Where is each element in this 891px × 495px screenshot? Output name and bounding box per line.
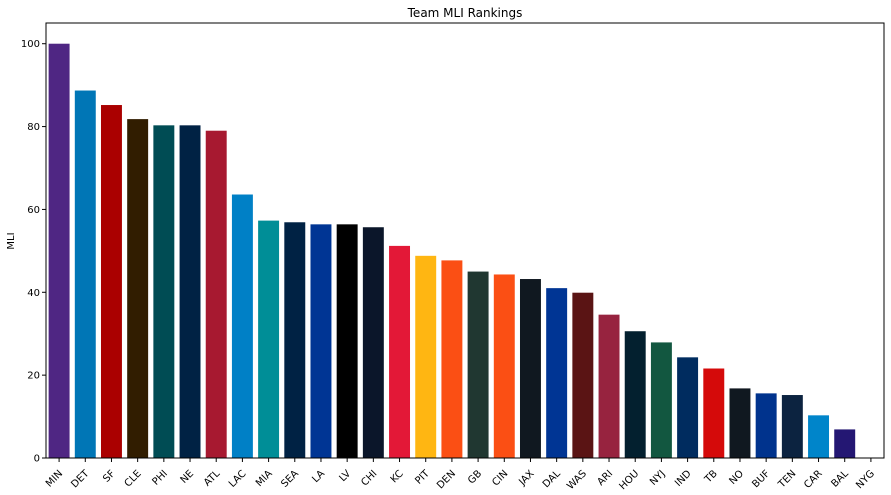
bar-car (808, 415, 830, 458)
x-tick-label-phi: PHI (151, 468, 170, 487)
bar-gb (467, 271, 489, 458)
bar-ari (598, 314, 620, 458)
x-tick-label-kc: KC (389, 468, 406, 485)
bar-bal (834, 429, 856, 458)
x-tick-label-ari: ARI (596, 468, 616, 488)
x-tick-label-den: DEN (435, 468, 458, 491)
y-tick-label-100: 100 (21, 39, 40, 50)
x-tick-label-ten: TEN (776, 468, 799, 491)
x-tick-label-car: CAR (802, 468, 825, 491)
bar-nyj (650, 342, 672, 458)
bar-lv (336, 224, 358, 458)
x-tick-label-cle: CLE (123, 468, 144, 489)
bar-kc (389, 245, 411, 458)
x-tick-label-cin: CIN (490, 468, 510, 488)
plot-frame (45, 22, 885, 459)
x-tick-label-dal: DAL (541, 468, 563, 490)
bar-ne (179, 125, 201, 458)
x-tick-label-atl: ATL (202, 468, 223, 489)
bar-no (729, 388, 751, 458)
chart-title: Team MLI Rankings (407, 6, 523, 20)
x-tick-label-nyj: NYJ (648, 468, 667, 487)
bar-sea (284, 222, 306, 458)
bar-den (441, 260, 463, 458)
bar-chi (362, 227, 384, 458)
x-tick-label-det: DET (69, 468, 92, 491)
x-tick-label-bal: BAL (829, 468, 851, 490)
x-tick-label-chi: CHI (359, 468, 379, 488)
bar-was (572, 292, 594, 458)
x-tick-label-no: NO (727, 468, 746, 487)
bar-mia (258, 220, 280, 458)
bar-cin (493, 274, 515, 458)
bar-buf (755, 393, 777, 458)
y-tick-label-40: 40 (27, 288, 40, 299)
x-tick-label-buf: BUF (750, 468, 772, 490)
bar-tb (703, 368, 725, 458)
x-tick-label-was: WAS (565, 468, 589, 492)
y-axis-label: MLI (6, 232, 17, 249)
bar-pit (415, 255, 437, 458)
y-tick-label-80: 80 (27, 122, 40, 133)
y-tick-label-20: 20 (27, 371, 40, 382)
y-tick-label-60: 60 (27, 205, 40, 216)
x-tick-label-la: LA (310, 468, 327, 485)
bar-ten (781, 395, 803, 458)
x-tick-label-lac: LAC (227, 468, 249, 490)
bar-sf (100, 105, 122, 458)
bar-jax (519, 279, 541, 458)
x-tick-label-tb: TB (702, 468, 720, 486)
bar-det (74, 90, 96, 458)
bar-min (48, 43, 70, 459)
bar-lac (231, 194, 253, 458)
x-tick-label-nyg: NYG (854, 468, 877, 491)
x-tick-label-mia: MIA (254, 468, 275, 489)
x-tick-label-pit: PIT (413, 468, 432, 487)
x-tick-label-sea: SEA (279, 468, 301, 490)
bar-la (310, 224, 332, 458)
x-tick-label-ne: NE (179, 468, 197, 486)
x-tick-label-sf: SF (101, 468, 118, 485)
bar-cle (127, 119, 149, 459)
plot-area: 0 20 40 60 80 100 MIN DET SF CLE PHI NE ATL LAC MIA SEA… (21, 22, 885, 492)
x-tick-label-gb: GB (466, 468, 484, 486)
x-tick-label-min: MIN (44, 468, 65, 489)
x-tick-label-lv: LV (337, 468, 353, 484)
x-tick-label-hou: HOU (617, 468, 641, 492)
x-tick-label-jax: JAX (516, 468, 536, 488)
x-tick-label-ind: IND (673, 468, 694, 489)
bar-phi (153, 125, 175, 458)
y-tick-label-0: 0 (34, 454, 40, 465)
bar-hou (624, 331, 646, 458)
bar-ind (677, 357, 699, 458)
bar-atl (205, 130, 227, 458)
bar-dal (546, 288, 568, 458)
